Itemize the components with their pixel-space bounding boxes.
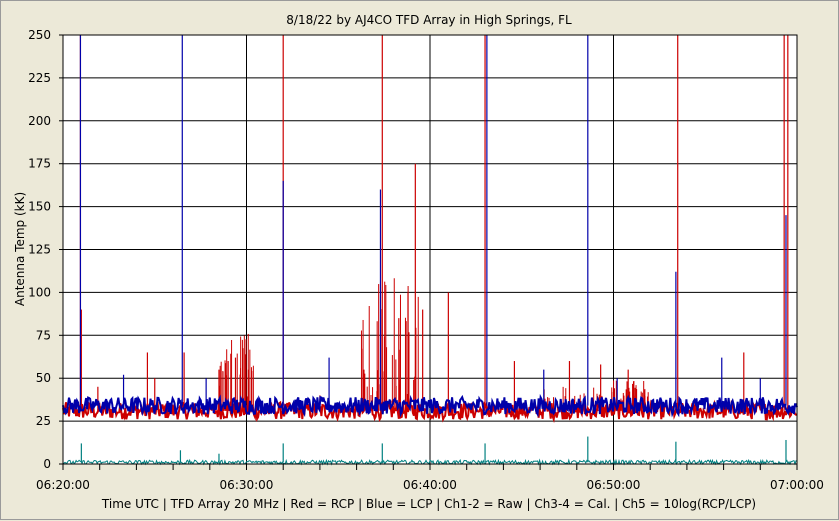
x-axis-label: Time UTC | TFD Array 20 MHz | Red = RCP … <box>101 497 756 511</box>
y-tick-label: 200 <box>28 114 51 128</box>
axes: 0 25 50 75 100 125 150 175 200 225 250 06:20:00 06:3… <box>28 28 824 492</box>
x-tick-label: 06:50:00 <box>587 478 641 492</box>
x-tick-label: 06:40:00 <box>403 478 457 492</box>
y-tick-label: 25 <box>36 414 51 428</box>
plot-border <box>62 34 798 465</box>
series-0-trace <box>62 398 798 424</box>
y-tick-label: 250 <box>28 28 51 42</box>
y-tick-label: 50 <box>36 371 51 385</box>
series-2-trace <box>62 458 798 466</box>
y-tick-label: 125 <box>28 243 51 257</box>
y-tick-label: 150 <box>28 200 51 214</box>
y-tick-label: 0 <box>43 457 51 471</box>
x-tick-label: 07:00:00 <box>770 478 824 492</box>
data-series <box>62 35 798 466</box>
y-tick-label: 75 <box>36 328 51 342</box>
y-axis-label: Antenna Temp (kK) <box>13 192 27 306</box>
chart-title: 8/18/22 by AJ4CO TFD Array in High Sprin… <box>286 13 572 27</box>
x-tick-label: 06:20:00 <box>36 478 90 492</box>
y-tick-label: 225 <box>28 71 51 85</box>
series-1-trace <box>62 393 798 418</box>
y-tick-label: 100 <box>28 285 51 299</box>
y-tick-label: 175 <box>28 157 51 171</box>
series-2 <box>62 436 798 466</box>
x-tick-label: 06:30:00 <box>220 478 274 492</box>
series-1 <box>62 35 798 418</box>
